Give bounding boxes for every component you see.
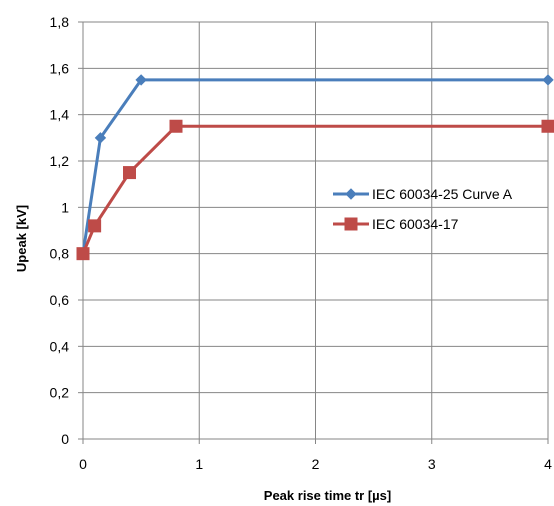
y-tick-label: 0,6 xyxy=(50,292,70,308)
data-point xyxy=(76,247,90,261)
data-point xyxy=(94,132,107,144)
legend-marker xyxy=(344,217,358,231)
x-tick-label: 3 xyxy=(428,456,436,472)
y-tick-label: 0,2 xyxy=(50,385,70,401)
axes xyxy=(78,21,549,444)
legend-entry: IEC 60034-17 xyxy=(333,216,459,232)
y-tick-label: 1,4 xyxy=(50,107,70,123)
series-2 xyxy=(76,119,554,261)
grid-lines xyxy=(83,21,549,439)
y-tick-label: 0,8 xyxy=(50,246,70,262)
legend-label: IEC 60034-17 xyxy=(372,216,459,232)
x-tick-label: 4 xyxy=(544,456,552,472)
y-tick-label: 1 xyxy=(61,199,69,215)
y-axis-title: Upeak [kV] xyxy=(14,205,29,272)
y-tick-label: 1,8 xyxy=(50,14,70,30)
series-line xyxy=(81,78,548,254)
legend-label: IEC 60034-25 Curve A xyxy=(372,186,513,202)
data-point xyxy=(88,219,102,233)
y-tick-label: 1,2 xyxy=(50,153,70,169)
data-point xyxy=(169,119,183,133)
data-point xyxy=(541,119,554,133)
data-point xyxy=(542,74,554,86)
legend-entry: IEC 60034-25 Curve A xyxy=(333,186,513,202)
tick-labels: 0 0,2 0,4 0,6 0,8 1 1,2 1,4 1,6 1,8 0 1 2 3 4 xyxy=(50,14,553,472)
data-point xyxy=(123,166,136,180)
legend-marker xyxy=(345,188,357,200)
data-series xyxy=(76,74,554,261)
legend: IEC 60034-25 Curve A IEC 60034-17 xyxy=(333,186,513,232)
x-tick-label: 2 xyxy=(312,456,320,472)
y-tick-label: 1,6 xyxy=(50,60,70,76)
y-tick-label: 0 xyxy=(61,431,69,447)
x-tick-label: 1 xyxy=(195,456,203,472)
y-tick-label: 0,4 xyxy=(50,338,70,354)
x-tick-label: 0 xyxy=(79,456,87,472)
x-axis-title: Peak rise time tr [µs] xyxy=(264,488,391,503)
data-point xyxy=(135,74,147,86)
